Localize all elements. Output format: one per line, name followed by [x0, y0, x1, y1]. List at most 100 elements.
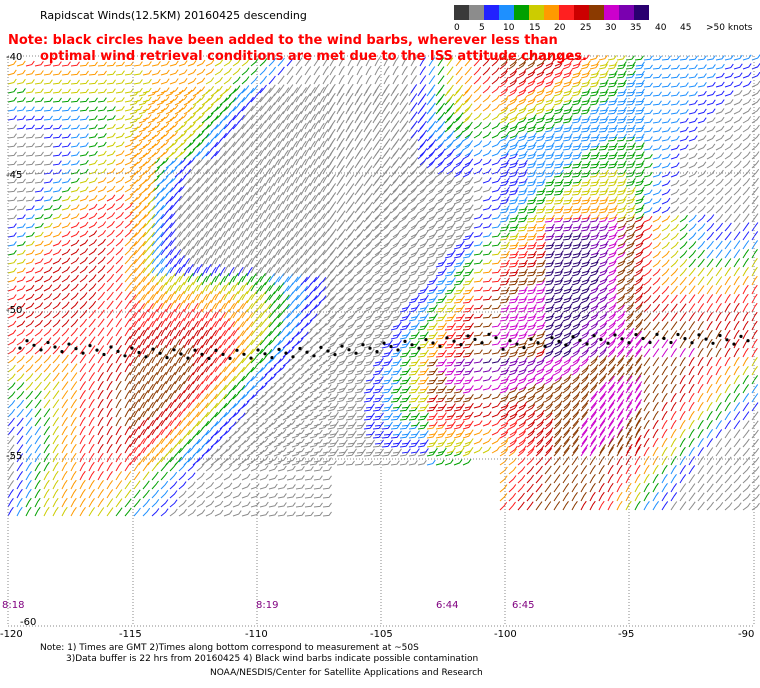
wind-barb [291, 258, 299, 268]
wind-barb [97, 256, 106, 265]
wind-barb [304, 484, 314, 490]
wind-barb [277, 173, 284, 184]
wind-barb [444, 432, 454, 439]
wind-barb [563, 232, 573, 238]
wind-barb [156, 402, 163, 412]
wind-barb [237, 186, 244, 196]
wind-barb [462, 198, 472, 205]
wind-barb [43, 390, 51, 400]
wind-barb [437, 277, 447, 283]
wind-barb [286, 137, 293, 148]
wind-barb [115, 407, 122, 418]
wind-barb [318, 378, 328, 385]
wind-barb [365, 448, 375, 454]
wind-barb [444, 243, 454, 250]
wind-barb [259, 492, 269, 499]
wind-barb [572, 97, 582, 103]
wind-barb [34, 506, 41, 517]
wind-barb [437, 203, 447, 211]
wind-barb [392, 193, 401, 202]
wind-barb [563, 69, 573, 76]
wind-barb [356, 183, 364, 193]
wind-barb [43, 97, 53, 103]
wind-barb [97, 416, 104, 427]
wind-barb [635, 88, 645, 94]
wind-barb [626, 434, 633, 445]
wind-barb [635, 61, 645, 67]
wind-barb [142, 371, 149, 382]
wind-barb [291, 395, 301, 403]
wind-barb [581, 205, 591, 211]
wind-barb [264, 132, 272, 142]
wind-barb [338, 210, 346, 220]
wind-barb [174, 89, 184, 97]
wind-barb [268, 218, 275, 229]
wind-barb [232, 218, 239, 229]
wind-barb [205, 500, 215, 508]
wind-barb [482, 76, 491, 85]
wind-barb [241, 282, 248, 292]
wind-barb [264, 358, 273, 367]
wind-barb [318, 249, 326, 259]
wind-barb [255, 194, 262, 205]
wind-barb [129, 99, 139, 106]
wind-barb [401, 285, 411, 292]
wind-barb [147, 374, 154, 385]
wind-barb [581, 364, 590, 373]
wind-barb [106, 452, 113, 463]
wind-barb [390, 324, 400, 331]
wind-barb [419, 294, 429, 301]
wind-barb [61, 178, 71, 184]
wind-barb [246, 431, 256, 439]
wind-barb [453, 459, 463, 466]
wind-barb [372, 433, 382, 439]
wind-barb [464, 429, 474, 436]
wind-barb [151, 87, 161, 94]
wind-barb [527, 141, 537, 148]
wind-barb [196, 372, 204, 382]
wind-barb [223, 272, 230, 283]
wind-barb [322, 219, 330, 229]
wind-barb [268, 474, 278, 481]
wind-barb [273, 240, 280, 250]
wind-barb [16, 453, 24, 463]
wind-barb [16, 133, 26, 139]
wind-barb [336, 396, 346, 403]
wind-barb [34, 178, 44, 184]
wind-barb [210, 439, 219, 448]
wind-barb [79, 124, 89, 130]
wind-barb [322, 430, 332, 436]
wind-barb [169, 308, 176, 319]
wind-barb [223, 76, 232, 85]
wind-barb [437, 75, 445, 85]
wind-barb [347, 238, 356, 247]
wind-barb [304, 420, 314, 427]
wind-barb [608, 426, 616, 436]
wind-barb [246, 96, 254, 106]
wind-barb [79, 195, 89, 202]
wind-barb [106, 238, 115, 247]
wind-barb [16, 435, 24, 445]
wind-barb [295, 200, 302, 211]
wind-barb [259, 138, 267, 148]
wind-barb [300, 194, 307, 205]
wind-barb [165, 151, 174, 160]
wind-barb [237, 357, 245, 367]
wind-barb [196, 59, 206, 67]
wind-barb [70, 257, 80, 265]
wind-barb [142, 78, 152, 85]
wind-barb [572, 241, 582, 247]
wind-barb [617, 213, 627, 220]
wind-barb [160, 69, 170, 76]
wind-barb [129, 108, 139, 115]
wind-barb [52, 506, 59, 517]
wind-barb [635, 372, 643, 382]
wind-barb [410, 439, 420, 445]
wind-barb [169, 490, 178, 499]
wind-barb [201, 142, 210, 151]
wind-barb [426, 433, 436, 439]
wind-barb [7, 347, 17, 355]
wind-barb [282, 349, 291, 358]
wind-barb [300, 377, 310, 385]
wind-barb [329, 310, 338, 319]
